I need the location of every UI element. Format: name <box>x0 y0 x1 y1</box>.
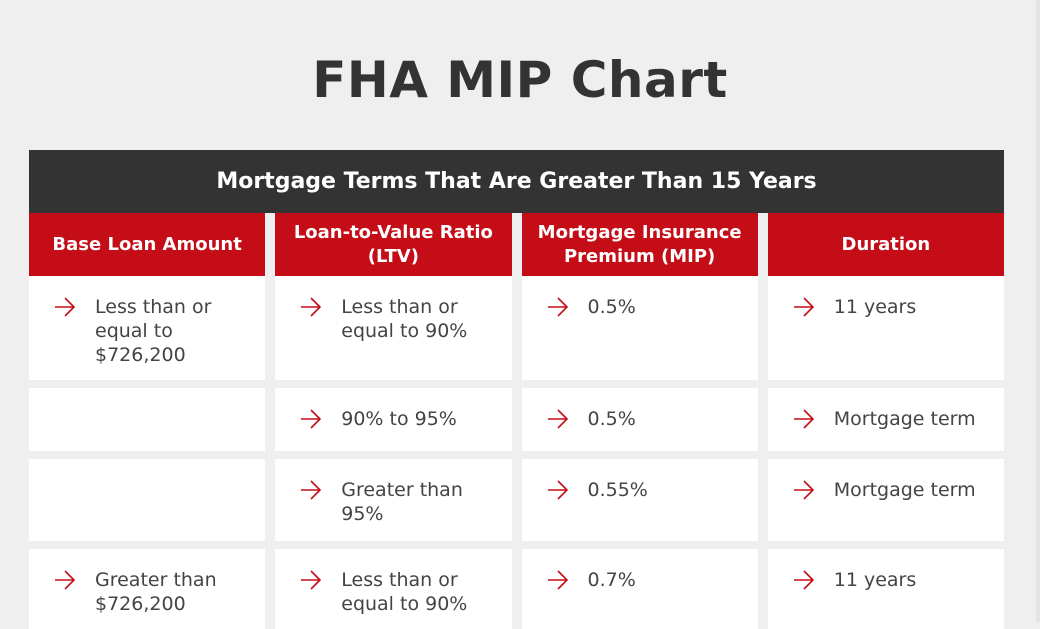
table-cell: Greater than 95% <box>275 459 512 541</box>
table-cell: 0.55% <box>521 459 758 541</box>
arrow-right-icon <box>301 480 322 500</box>
arrow-right-icon <box>301 297 322 317</box>
column-header-duration: Duration <box>767 213 1004 276</box>
cell-text: 11 years <box>833 569 917 591</box>
table-cell: 11 years <box>767 276 1004 380</box>
arrow-right-icon <box>55 570 76 590</box>
cell-text: 0.7% <box>587 569 636 591</box>
cell-text: Mortgage term <box>833 408 976 430</box>
cell-text: Less than or equal to 90% <box>341 296 468 342</box>
cell-text: Greater than 95% <box>341 479 463 525</box>
table-header: Mortgage Terms That Are Greater Than 15 … <box>29 150 1004 213</box>
cell-text: 0.55% <box>587 479 648 501</box>
cell-text: Mortgage term <box>833 479 976 501</box>
cell-text: Less than or equal to 90% <box>341 569 468 615</box>
table-cell: Mortgage term <box>767 459 1004 541</box>
table-cell: 11 years <box>767 549 1004 629</box>
arrow-right-icon <box>55 297 76 317</box>
cell-text: 90% to 95% <box>341 408 457 430</box>
cell-text: Greater than $726,200 <box>95 569 217 615</box>
mip-table: Mortgage Terms That Are Greater Than 15 … <box>29 150 1004 629</box>
arrow-right-icon <box>793 409 814 429</box>
arrow-right-icon <box>547 480 568 500</box>
table-row: Greater than 95% 0.55% Mortgage term <box>29 459 1004 541</box>
cell-text: 0.5% <box>587 408 636 430</box>
table-cell: Greater than $726,200 <box>29 549 266 629</box>
table-cell: Less than or equal to 90% <box>275 549 512 629</box>
cell-text: Less than or equal to $726,200 <box>95 296 212 366</box>
arrow-right-icon <box>547 297 568 317</box>
table-cell: 0.5% <box>521 388 758 451</box>
table-cell: Mortgage term <box>767 388 1004 451</box>
table-cell-empty <box>29 459 266 541</box>
table-cell: 0.7% <box>521 549 758 629</box>
arrow-right-icon <box>793 570 814 590</box>
page-title: FHA MIP Chart <box>312 51 728 109</box>
arrow-right-icon <box>793 297 814 317</box>
table-row: 90% to 95% 0.5% Mortgage term <box>29 388 1004 451</box>
table-cell-empty <box>29 388 266 451</box>
table-cell: Less than or equal to $726,200 <box>29 276 266 380</box>
column-header-mip: Mortgage Insurance Premium (MIP) <box>521 213 758 276</box>
table-row: Greater than $726,200 Less than or equal… <box>29 549 1004 629</box>
arrow-right-icon <box>301 570 322 590</box>
table-cell: 0.5% <box>521 276 758 380</box>
arrow-right-icon <box>547 570 568 590</box>
column-header-ltv: Loan-to-Value Ratio (LTV) <box>275 213 512 276</box>
table-cell: Less than or equal to 90% <box>275 276 512 380</box>
arrow-right-icon <box>301 409 322 429</box>
arrow-right-icon <box>547 409 568 429</box>
table-cell: 90% to 95% <box>275 388 512 451</box>
page-edge <box>1036 0 1040 622</box>
cell-text: 11 years <box>833 296 917 318</box>
arrow-right-icon <box>793 480 814 500</box>
table-row: Less than or equal to $726,200 Less than… <box>29 276 1004 380</box>
column-headers: Base Loan Amount Loan-to-Value Ratio (LT… <box>29 213 1004 276</box>
cell-text: 0.5% <box>587 296 636 318</box>
column-header-base-loan-amount: Base Loan Amount <box>29 213 266 276</box>
